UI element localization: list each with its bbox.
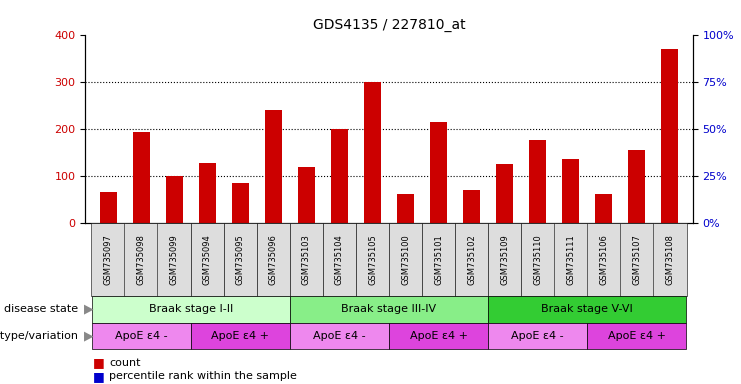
Bar <box>265 110 282 223</box>
Text: disease state: disease state <box>4 304 82 314</box>
Title: GDS4135 / 227810_at: GDS4135 / 227810_at <box>313 18 465 32</box>
Text: count: count <box>109 358 141 368</box>
Text: ApoE ε4 -: ApoE ε4 - <box>313 331 366 341</box>
Text: GSM735101: GSM735101 <box>434 234 443 285</box>
Bar <box>133 132 150 223</box>
Text: GSM735098: GSM735098 <box>137 234 146 285</box>
Bar <box>529 141 546 223</box>
Text: GSM735109: GSM735109 <box>500 234 509 285</box>
Text: Braak stage I-II: Braak stage I-II <box>149 304 233 314</box>
Bar <box>431 122 447 223</box>
Text: GSM735104: GSM735104 <box>335 234 344 285</box>
Text: GSM735108: GSM735108 <box>665 234 674 285</box>
Text: Braak stage III-IV: Braak stage III-IV <box>342 304 436 314</box>
Bar <box>662 49 678 223</box>
Text: GSM735097: GSM735097 <box>104 234 113 285</box>
Bar <box>298 167 315 223</box>
Text: GSM735103: GSM735103 <box>302 234 311 285</box>
Text: Braak stage V-VI: Braak stage V-VI <box>541 304 633 314</box>
Text: GSM735105: GSM735105 <box>368 234 377 285</box>
Bar <box>331 129 348 223</box>
Text: percentile rank within the sample: percentile rank within the sample <box>109 371 297 381</box>
Bar <box>166 176 182 223</box>
Text: GSM735095: GSM735095 <box>236 234 245 285</box>
Text: ApoE ε4 -: ApoE ε4 - <box>511 331 564 341</box>
Bar <box>199 162 216 223</box>
Text: GSM735094: GSM735094 <box>203 234 212 285</box>
Text: ■: ■ <box>93 370 104 383</box>
Text: ■: ■ <box>93 356 104 369</box>
Text: ApoE ε4 +: ApoE ε4 + <box>410 331 468 341</box>
Text: ApoE ε4 +: ApoE ε4 + <box>608 331 665 341</box>
Text: GSM735107: GSM735107 <box>632 234 641 285</box>
Text: genotype/variation: genotype/variation <box>0 331 82 341</box>
Text: GSM735102: GSM735102 <box>467 234 476 285</box>
Text: ApoE ε4 -: ApoE ε4 - <box>115 331 167 341</box>
Text: ApoE ε4 +: ApoE ε4 + <box>211 331 270 341</box>
Text: GSM735099: GSM735099 <box>170 234 179 285</box>
Bar <box>628 150 645 223</box>
Text: ▶: ▶ <box>84 303 93 316</box>
Bar <box>397 194 413 223</box>
Bar <box>100 192 116 223</box>
Bar <box>596 194 612 223</box>
Bar <box>365 82 381 223</box>
Bar <box>496 164 513 223</box>
Bar <box>232 183 249 223</box>
Bar <box>562 159 579 223</box>
Text: ▶: ▶ <box>84 329 93 343</box>
Text: GSM735096: GSM735096 <box>269 234 278 285</box>
Text: GSM735111: GSM735111 <box>566 234 575 285</box>
Text: GSM735110: GSM735110 <box>533 234 542 285</box>
Text: GSM735106: GSM735106 <box>599 234 608 285</box>
Bar <box>463 190 480 223</box>
Text: GSM735100: GSM735100 <box>401 234 410 285</box>
